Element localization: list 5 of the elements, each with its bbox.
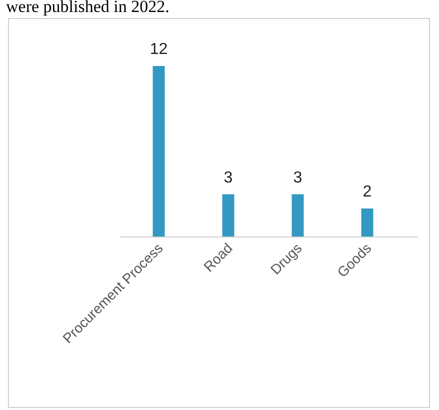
data-label: 2 <box>362 184 372 200</box>
data-label: 3 <box>224 169 233 186</box>
data-label: 12 <box>150 41 168 58</box>
data-label: 3 <box>293 169 302 186</box>
text: were published in 2022. <box>6 0 170 16</box>
